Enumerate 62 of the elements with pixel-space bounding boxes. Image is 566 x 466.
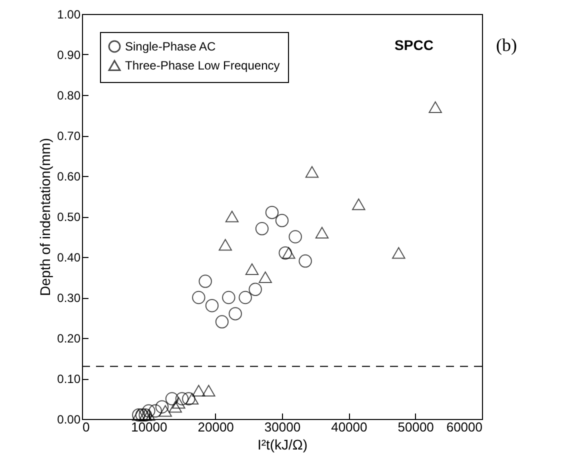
point: [185, 392, 199, 405]
point: [218, 239, 232, 251]
point: [165, 392, 179, 406]
point: [225, 210, 239, 222]
y-tick-label: 0.60: [57, 170, 81, 184]
y-tick-label: 0.80: [57, 88, 81, 102]
point: [142, 404, 156, 418]
y-axis-title: Depth of indentation(mm): [37, 138, 54, 296]
point: [228, 307, 242, 320]
point: [135, 408, 149, 422]
point: [315, 226, 329, 239]
point: [245, 263, 259, 275]
point: [288, 230, 302, 244]
y-tick-label: 0.10: [57, 372, 81, 386]
point: [155, 400, 169, 414]
point: [172, 396, 186, 409]
x-tick-label: 0: [82, 420, 90, 434]
y-tick-label: 0.00: [57, 412, 81, 426]
legend-label: Single-Phase AC: [125, 40, 216, 54]
point: [352, 198, 366, 210]
x-tick-label: 60000: [446, 420, 482, 434]
point: [205, 298, 219, 312]
text: (b): [496, 35, 517, 55]
point: [238, 290, 252, 304]
point: [392, 247, 406, 259]
point: [192, 290, 206, 304]
point: [298, 254, 312, 268]
point: [275, 214, 289, 228]
point: [198, 274, 212, 288]
point: [258, 271, 272, 284]
point: [182, 392, 196, 406]
point: [168, 401, 182, 413]
y-tick-label: 0.20: [57, 332, 81, 346]
x-axis-title: I²t(kJ/Ω): [257, 436, 308, 452]
y-tick-label: 0.90: [57, 48, 81, 62]
point: [158, 405, 172, 417]
legend-label: Three-Phase Low Frequency: [125, 58, 280, 72]
y-tick-label: 1.00: [57, 8, 81, 22]
point: [428, 101, 442, 113]
point: [215, 315, 229, 328]
y-tick-label: 0.70: [57, 129, 81, 143]
x-tick-label: 40000: [331, 420, 368, 434]
x-tick-label: 10000: [131, 420, 168, 434]
point: [202, 384, 216, 396]
point: [222, 290, 236, 304]
point: [192, 384, 206, 396]
point: [278, 246, 292, 260]
point: [248, 282, 262, 296]
y-tick-label: 0.40: [57, 250, 81, 264]
point: [175, 392, 189, 406]
y-tick-label: 0.50: [57, 210, 81, 224]
point: [305, 166, 319, 178]
x-tick-label: 50000: [398, 420, 434, 434]
point: [265, 206, 279, 220]
point: [142, 409, 156, 421]
point: [148, 404, 162, 418]
y-tick-label: 0.30: [57, 291, 81, 305]
point: [282, 247, 296, 259]
x-tick-label: 30000: [264, 420, 301, 434]
x-tick-label: 20000: [198, 420, 234, 434]
point: [255, 222, 269, 236]
text: SPCC: [394, 37, 434, 53]
